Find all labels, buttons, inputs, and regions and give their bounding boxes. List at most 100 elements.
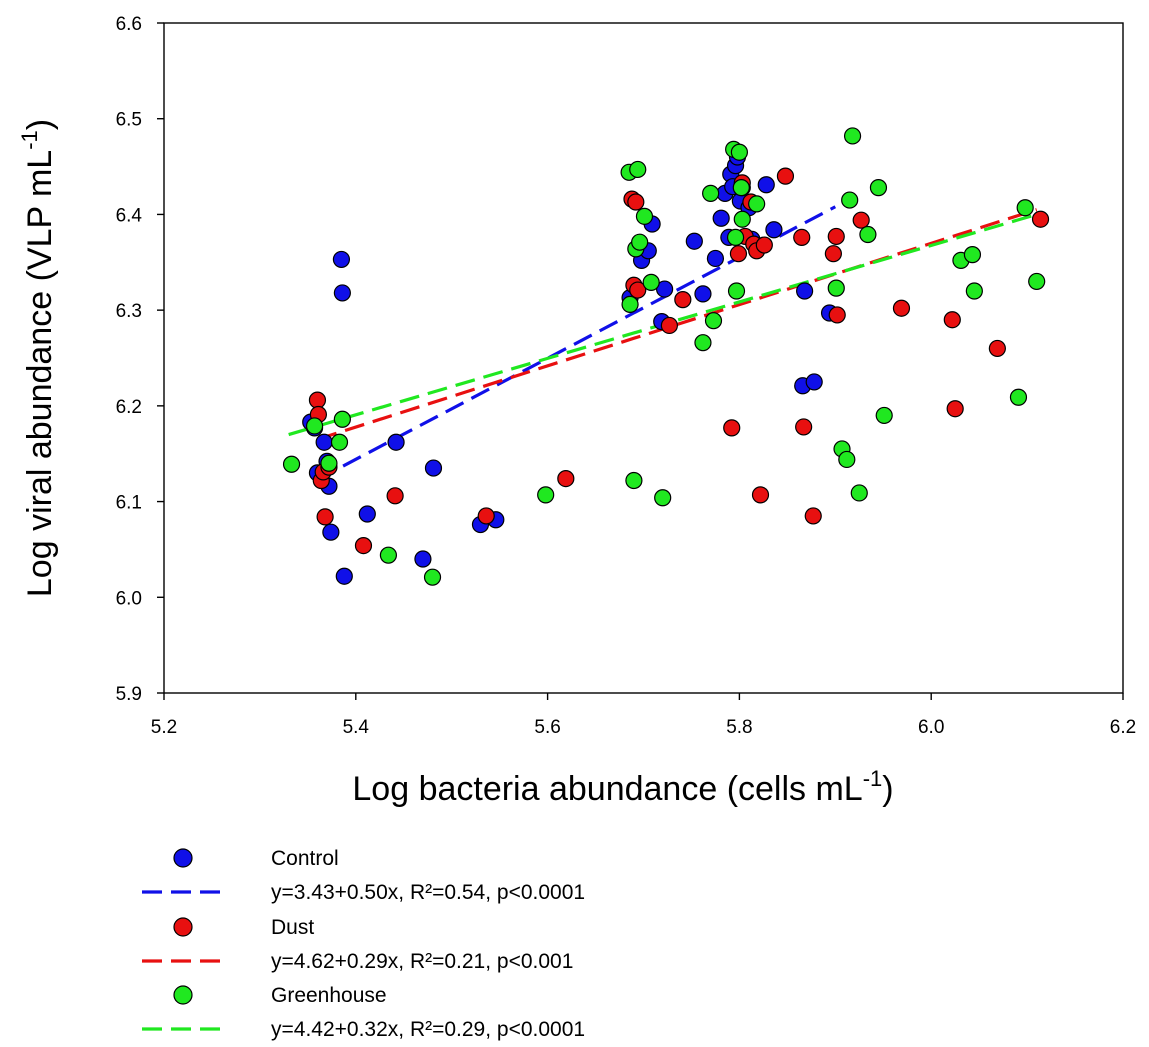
legend: Control y=3.43+0.50x, R²=0.54, p<0.0001 Du…	[142, 847, 585, 1041]
y-axis-title: Log viral abundance (VLP mL-1)	[17, 119, 59, 597]
point-greenhouse	[1016, 199, 1034, 217]
point-dust	[804, 507, 822, 525]
y-tick-label: 6.6	[116, 14, 142, 35]
point-dust	[316, 508, 334, 526]
point-greenhouse	[1028, 272, 1046, 291]
point-greenhouse	[379, 546, 398, 564]
point-dust	[354, 536, 373, 555]
legend-label: y=4.42+0.32x, R²=0.29, p<0.0001	[271, 1018, 585, 1041]
point-dust	[557, 470, 575, 488]
point-dust	[629, 281, 647, 299]
point-control	[424, 459, 443, 477]
point-greenhouse	[625, 471, 643, 490]
point-greenhouse	[727, 282, 746, 300]
point-control	[333, 284, 351, 302]
point-dust	[852, 211, 870, 229]
point-greenhouse	[841, 191, 859, 209]
y-tick-label: 6.1	[116, 493, 142, 514]
point-control	[655, 280, 674, 298]
point-control	[805, 373, 823, 391]
point-greenhouse	[694, 334, 712, 352]
point-greenhouse	[702, 184, 720, 202]
point-dust	[386, 487, 404, 505]
point-greenhouse	[635, 207, 654, 225]
y-tick-label: 6.4	[116, 205, 143, 226]
point-greenhouse	[732, 179, 750, 197]
point-greenhouse	[1009, 388, 1028, 406]
point-control	[335, 567, 353, 585]
y-axis: 5.9 6.0 6.1 6.2 6.3 6.4 6.5 6.6	[116, 14, 164, 705]
point-dust	[828, 306, 846, 324]
legend-label: Dust	[271, 916, 314, 939]
point-dust	[795, 418, 813, 436]
point-greenhouse	[704, 312, 723, 330]
point-greenhouse	[965, 282, 983, 300]
x-tick-label: 5.6	[534, 717, 560, 738]
point-control	[322, 523, 340, 541]
legend-marker	[173, 917, 193, 937]
legend-label: Control	[271, 847, 339, 870]
point-greenhouse	[621, 295, 639, 313]
point-dust	[827, 227, 845, 246]
point-greenhouse	[537, 486, 555, 504]
x-tick-label: 5.4	[343, 717, 370, 738]
x-axis-title: Log bacteria abundance (cells mL-1)	[352, 766, 893, 808]
point-dust	[988, 339, 1006, 358]
point-greenhouse	[330, 433, 349, 451]
point-control	[387, 433, 405, 451]
x-tick-label: 6.2	[1110, 717, 1136, 738]
point-dust	[723, 419, 741, 437]
legend-marker	[173, 985, 193, 1005]
point-greenhouse	[963, 246, 982, 264]
point-greenhouse	[843, 127, 862, 145]
point-control	[712, 209, 730, 227]
point-control	[694, 285, 712, 303]
point-dust	[751, 486, 770, 504]
point-control	[706, 249, 725, 268]
point-control	[685, 232, 703, 250]
point-dust	[946, 400, 964, 418]
point-greenhouse	[827, 279, 845, 297]
point-greenhouse	[869, 179, 888, 197]
point-greenhouse	[320, 454, 338, 472]
point-greenhouse	[859, 225, 877, 244]
point-greenhouse	[642, 273, 660, 291]
point-greenhouse	[838, 450, 856, 469]
x-tick-label: 5.2	[151, 717, 177, 738]
y-tick-label: 6.3	[116, 301, 142, 322]
point-control	[757, 176, 775, 194]
point-greenhouse	[333, 410, 351, 428]
point-dust	[824, 245, 842, 263]
point-greenhouse	[282, 455, 301, 473]
x-axis: 5.2 5.4 5.6 5.8 6.0 6.2	[151, 693, 1136, 738]
legend-label: y=4.62+0.29x, R²=0.21, p<0.001	[271, 950, 573, 973]
point-dust	[943, 311, 961, 329]
point-greenhouse	[654, 489, 672, 507]
point-control	[332, 250, 351, 269]
legend-label: y=3.43+0.50x, R²=0.54, p<0.0001	[271, 881, 585, 904]
point-dust	[660, 316, 678, 335]
point-greenhouse	[629, 160, 647, 179]
x-tick-label: 6.0	[918, 717, 944, 738]
point-control	[414, 550, 432, 568]
y-tick-label: 5.9	[116, 684, 142, 705]
point-greenhouse	[733, 210, 751, 228]
point-greenhouse	[726, 228, 745, 246]
y-tick-label: 6.0	[116, 588, 142, 609]
point-dust	[729, 245, 748, 263]
point-dust	[1031, 210, 1050, 228]
y-tick-label: 6.2	[116, 397, 142, 418]
point-greenhouse	[730, 143, 749, 161]
point-dust	[477, 507, 495, 525]
point-control	[358, 505, 376, 523]
point-greenhouse	[631, 233, 649, 251]
point-greenhouse	[875, 406, 893, 425]
point-greenhouse	[423, 568, 442, 586]
point-control	[765, 221, 783, 239]
plot-area	[163, 22, 1124, 694]
point-dust	[674, 291, 692, 309]
point-greenhouse	[748, 195, 766, 213]
point-dust	[627, 193, 645, 211]
x-tick-label: 5.8	[726, 717, 752, 738]
